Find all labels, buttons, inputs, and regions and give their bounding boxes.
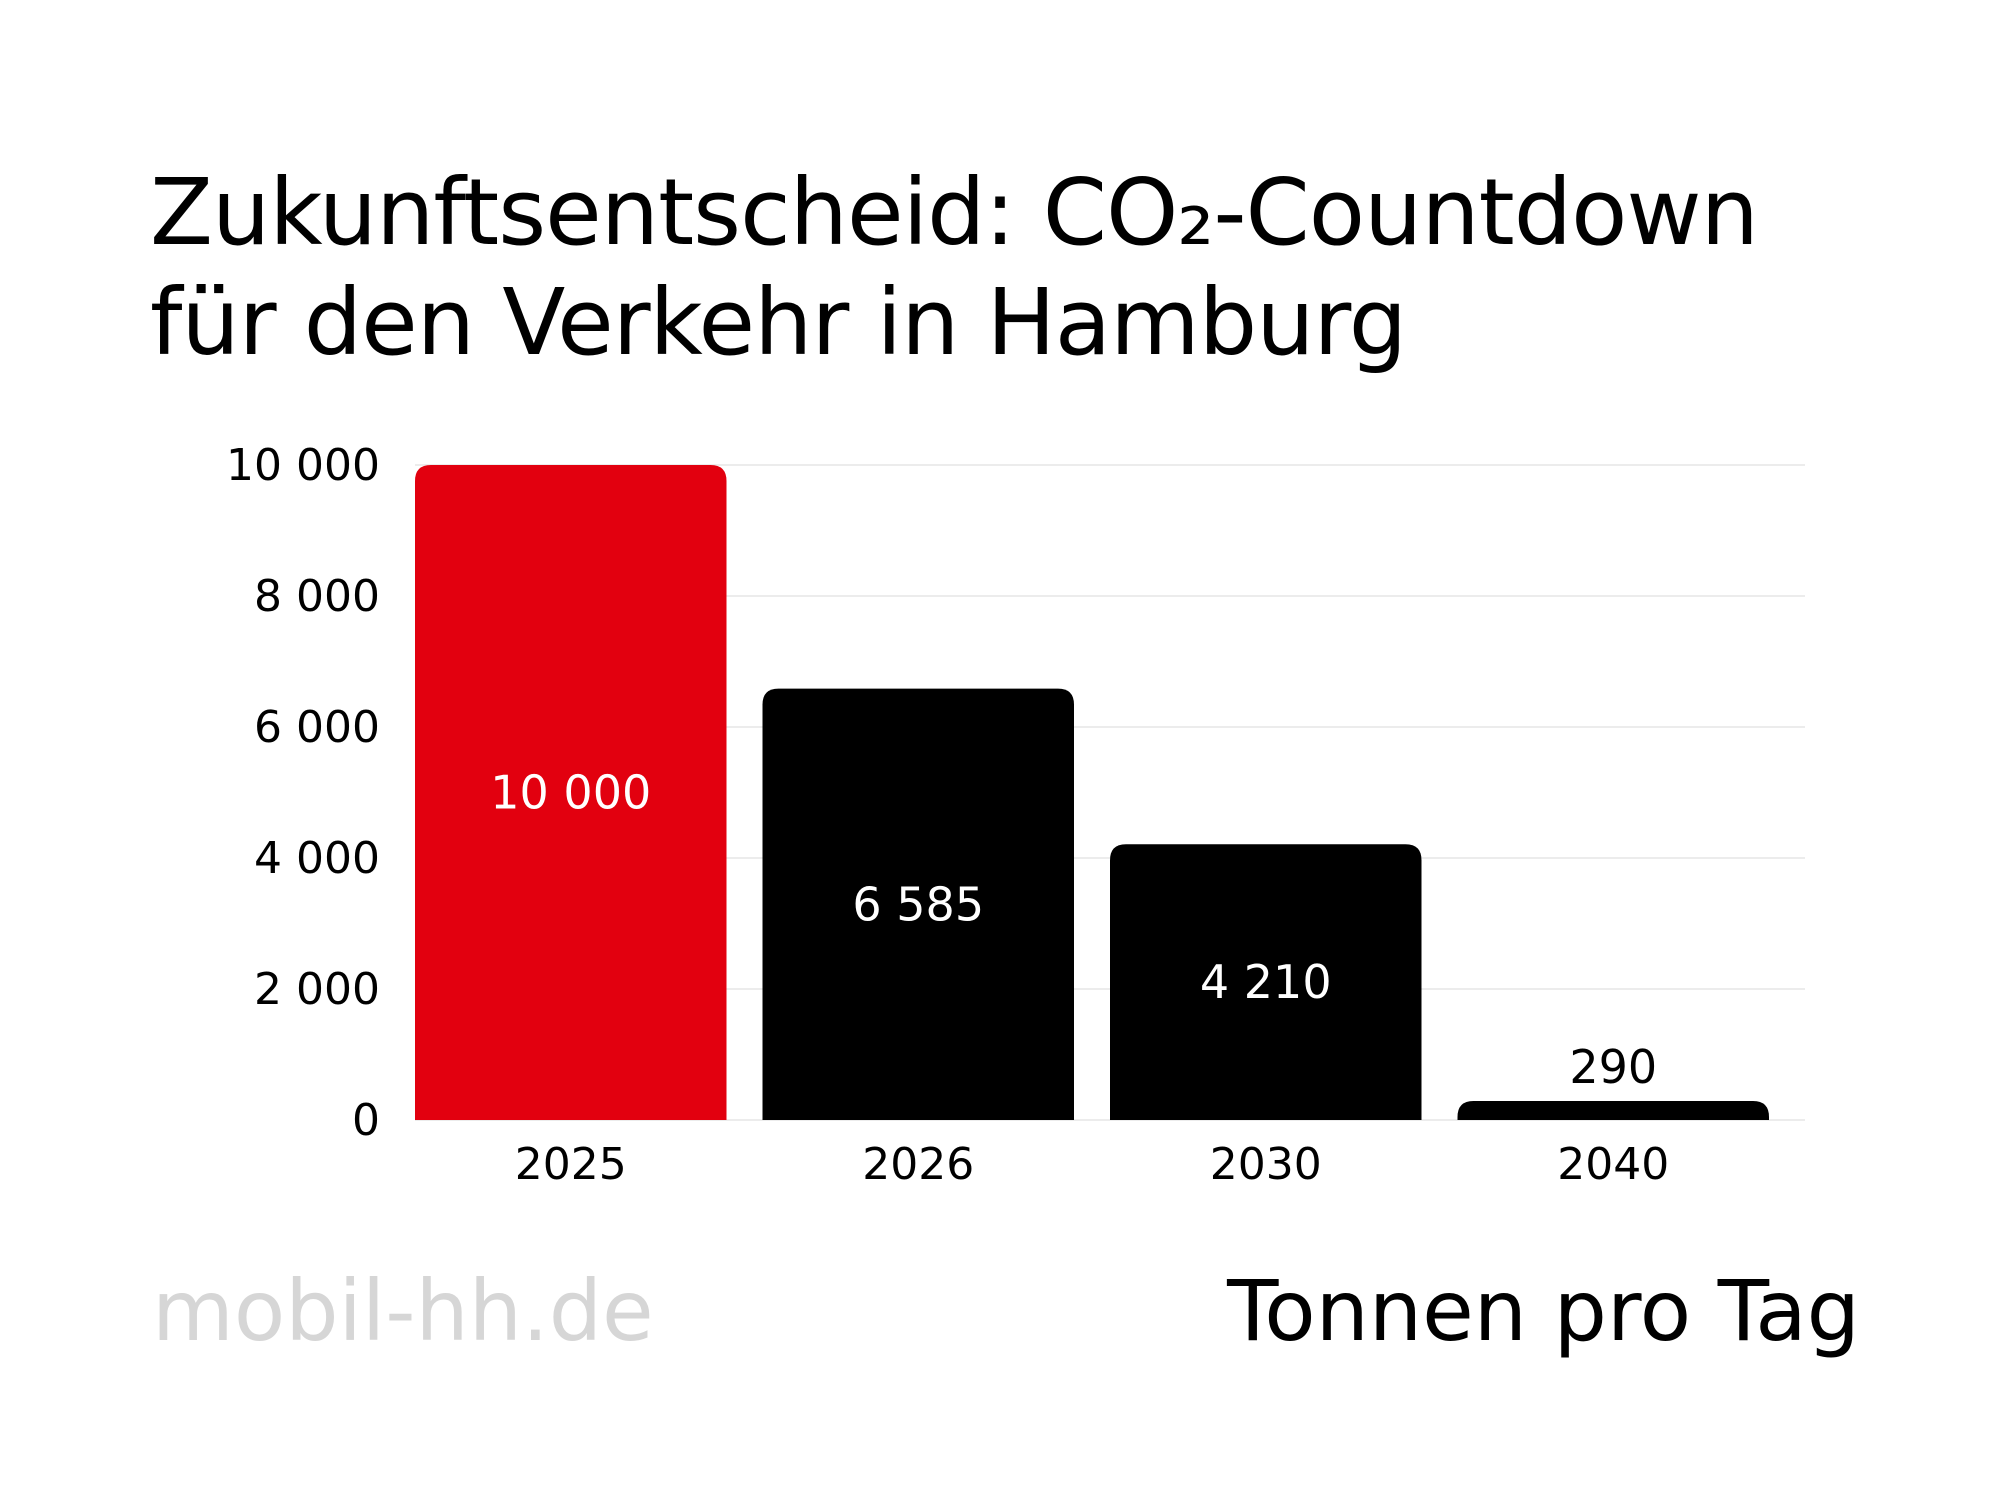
x-axis-tick-labels: 2025 2026 2030 2040 [515,1139,1669,1190]
y-tick-label: 4 000 [254,833,380,884]
y-tick-label: 6 000 [254,702,380,753]
x-tick-label: 2040 [1557,1139,1669,1190]
y-tick-label: 8 000 [254,571,380,622]
bar-2040 [1457,1101,1769,1120]
y-tick-label: 10 000 [226,440,380,491]
y-tick-label: 2 000 [254,964,380,1015]
data-label-2025: 10 000 [490,766,651,820]
bars [415,465,1769,1120]
data-labels: 10 000 6 585 4 210 290 [490,766,1657,1095]
x-tick-label: 2025 [515,1139,627,1190]
y-axis-tick-labels: 0 2 000 4 000 6 000 8 000 10 000 [226,440,380,1146]
data-label-2040: 290 [1569,1040,1657,1094]
data-label-2026: 6 585 [852,877,984,931]
chart-title-line-1: Zukunftsentscheid: CO₂-Countdown [150,159,1759,266]
bar-2025 [415,465,727,1120]
x-tick-label: 2026 [862,1139,974,1190]
y-tick-label: 0 [352,1095,380,1146]
x-tick-label: 2030 [1210,1139,1322,1190]
chart-title-line-2: für den Verkehr in Hamburg [150,269,1407,376]
unit-label: Tonnen pro Tag [1227,1262,1860,1360]
source-label: mobil-hh.de [152,1262,654,1360]
bar-2030 [1110,844,1422,1120]
data-label-2030: 4 210 [1200,955,1332,1009]
bar-2026 [762,688,1074,1120]
chart-title: Zukunftsentscheid: CO₂-Countdown für den… [150,158,1910,378]
